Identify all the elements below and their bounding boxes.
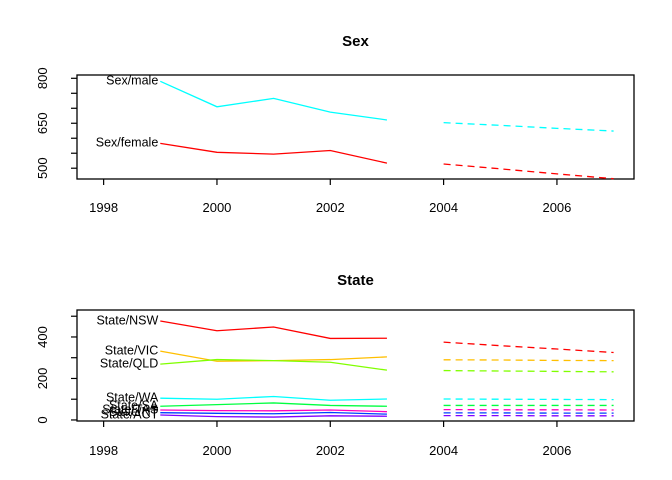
series-line-observed — [160, 350, 387, 362]
x-tick-label: 1998 — [89, 443, 118, 458]
y-tick-label: 500 — [35, 157, 50, 179]
series-label: State/SA — [109, 399, 159, 413]
series-label: State/WA — [106, 391, 159, 405]
series-label: Sex/female — [96, 136, 159, 150]
plot-box — [76, 74, 635, 180]
x-tick-label: 2004 — [429, 443, 458, 458]
series-line-observed — [160, 358, 388, 371]
y-tick-label: 400 — [35, 326, 50, 348]
series-line-forecast — [443, 163, 614, 180]
series-line-observed — [160, 402, 387, 407]
x-tick-label: 2000 — [202, 200, 231, 215]
y-tick-label: 650 — [35, 112, 50, 134]
series-line-observed — [160, 409, 387, 413]
panel-state: State 1998 2000 2002 2004 2006 0 200 400 State/NS… — [35, 272, 635, 458]
series-label: State/NSW — [96, 313, 158, 327]
series-label: State/TAS — [102, 402, 158, 416]
series-line-forecast — [443, 398, 614, 401]
series-label: State/NT — [109, 405, 159, 419]
panel-title: Sex — [342, 33, 369, 50]
series-line-observed — [160, 411, 387, 415]
x-tick-label: 2006 — [542, 443, 571, 458]
series-line-observed — [160, 320, 387, 340]
x-tick-label: 2000 — [202, 443, 231, 458]
x-tick-label: 2006 — [542, 200, 571, 215]
plot-box — [76, 309, 635, 422]
y-tick-label: 0 — [35, 416, 50, 423]
x-tick-label: 1998 — [89, 200, 118, 215]
series-line-forecast — [443, 359, 614, 362]
x-tick-label: 2002 — [316, 200, 345, 215]
panel-title: State — [337, 272, 374, 289]
series-label: Sex/male — [106, 74, 158, 88]
x-tick-label: 2004 — [429, 200, 458, 215]
series-line-observed — [160, 395, 387, 401]
series-line-forecast — [443, 369, 614, 373]
panel-sex: Sex 1998 2000 2002 2004 2006 500 650 800 Sex/male… — [35, 33, 635, 215]
series-label: State/VIC — [105, 343, 159, 357]
series-line-forecast — [443, 122, 614, 132]
series-line-observed — [160, 80, 388, 121]
series-line-observed — [160, 414, 387, 418]
series-line-observed — [160, 142, 388, 164]
y-tick-label: 800 — [35, 67, 50, 89]
y-tick-label: 200 — [35, 368, 50, 390]
x-tick-label: 2002 — [316, 443, 345, 458]
series-label: State/QLD — [100, 357, 158, 371]
series-label: State/ACT — [101, 407, 159, 421]
series-line-forecast — [443, 341, 614, 354]
